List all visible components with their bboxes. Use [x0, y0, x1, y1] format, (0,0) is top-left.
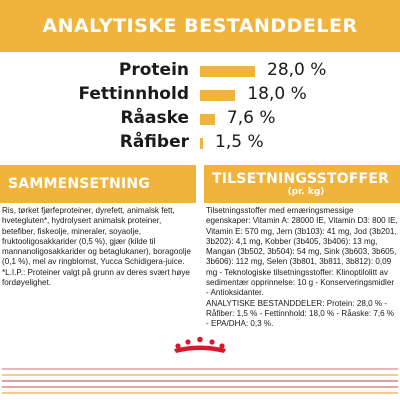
composition-heading: SAMMENSETNING	[8, 175, 150, 192]
footer-stripe	[2, 380, 398, 382]
footer-stripe	[2, 386, 398, 388]
analysis-row-fat: Fettinnhold 18,0 %	[0, 83, 400, 105]
analysis-bar	[200, 66, 255, 77]
analysis-chart: Protein 28,0 % Fettinnhold 18,0 % Råaske…	[0, 52, 400, 162]
footer-stripe	[2, 368, 398, 370]
composition-text: Ris, tørket fjørfeproteiner, dyrefett, a…	[2, 206, 191, 288]
analysis-value: 7,6 %	[226, 108, 276, 128]
analysis-label: Fettinnhold	[78, 84, 189, 104]
footer-stripe	[2, 374, 398, 376]
analysis-bar	[200, 114, 215, 125]
analysis-value: 18,0 %	[247, 84, 307, 104]
additives-subheading: (pr. kg)	[287, 186, 325, 197]
additives-heading: TILSETNINGSSTOFFER	[212, 170, 390, 187]
analysis-heading: ANALYTISKE BESTANDDELER	[42, 15, 358, 37]
analysis-value: 1,5 %	[215, 132, 264, 152]
analysis-bar	[200, 90, 236, 101]
analysis-row-ash: Råaske 7,6 %	[0, 107, 400, 129]
footer-stripe	[2, 392, 398, 394]
footer-stripes	[0, 362, 400, 400]
composition-heading-box: SAMMENSETNING	[0, 165, 196, 203]
analysis-value: 28,0 %	[267, 60, 327, 80]
additives-text: Tilsetningsstoffer med ernæringsmessige …	[206, 206, 398, 329]
analysis-bar	[200, 138, 203, 149]
analysis-row-protein: Protein 28,0 %	[0, 59, 400, 81]
additives-heading-box: TILSETNINGSSTOFFER (pr. kg)	[204, 165, 400, 203]
top-banner: ANALYTISKE BESTANDDELER	[0, 0, 400, 52]
royal-canin-crown-icon	[174, 336, 226, 353]
analysis-label: Råfiber	[119, 132, 189, 152]
analysis-row-fiber: Råfiber 1,5 %	[0, 131, 400, 153]
analysis-label: Protein	[118, 60, 189, 80]
analysis-label: Råaske	[120, 108, 189, 128]
